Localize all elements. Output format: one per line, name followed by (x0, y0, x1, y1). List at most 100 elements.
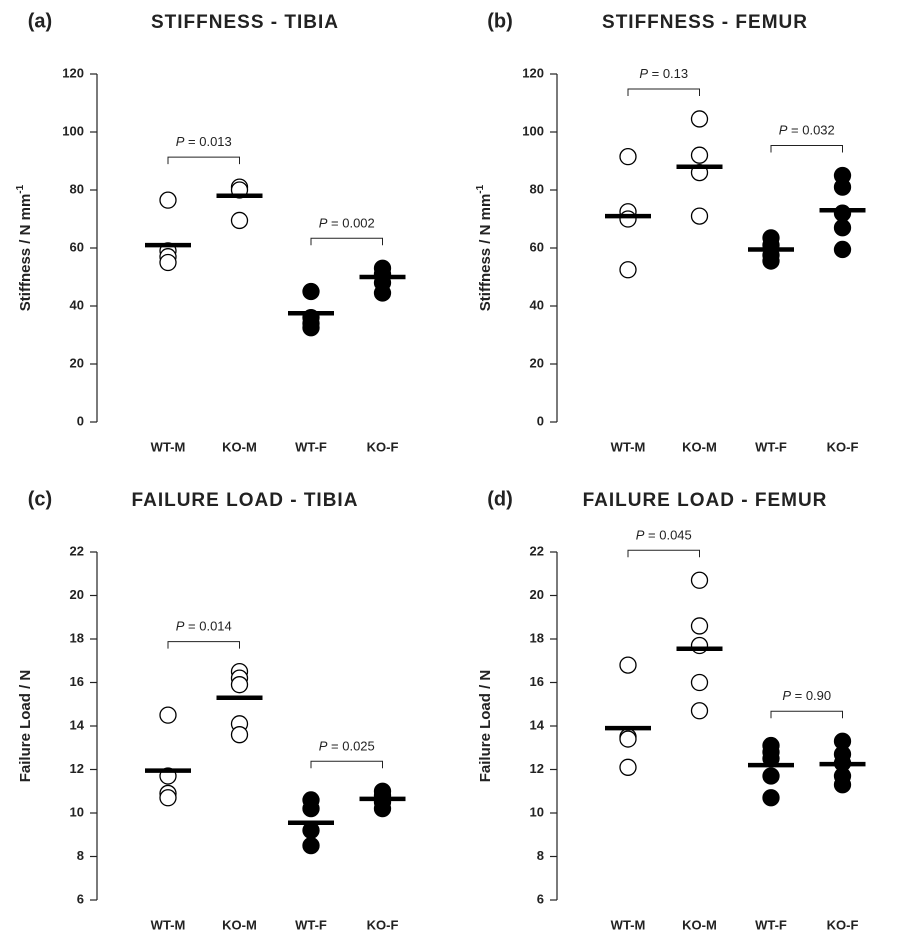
panel-label: (b) (487, 10, 513, 32)
data-point (690, 207, 709, 225)
x-tick-label: WT-F (295, 917, 327, 932)
y-tick-label: 0 (537, 413, 544, 428)
y-tick-label: 40 (70, 297, 84, 312)
panel-label: (c) (28, 488, 52, 510)
data-point (159, 253, 177, 272)
significance-bracket (167, 156, 240, 165)
panel-title: FAILURE LOAD - TIBIA (132, 490, 359, 511)
p-value-annotation: P = 0.032 (779, 123, 835, 138)
panel-label: (d) (487, 488, 513, 510)
y-axis-label-superscript: -1 (475, 184, 486, 193)
data-point (762, 789, 780, 807)
y-tick-label: 20 (70, 355, 84, 370)
significance-bracket (770, 145, 843, 153)
data-point (833, 240, 852, 259)
p-value-annotation: P = 0.014 (176, 619, 232, 634)
data-point (619, 730, 637, 748)
panel: (b) STIFFNESS - FEMUR Stiffness / N mm-1 0 2… (475, 10, 866, 454)
y-axis-label: Stiffness / N mm-1 (475, 184, 494, 311)
x-tick-label: WT-M (151, 439, 186, 454)
x-tick-label: WT-M (151, 917, 186, 932)
panel: (d) FAILURE LOAD - FEMUR Failure Load / N 6… (477, 488, 866, 932)
y-axis-label-text: Failure Load / N (17, 670, 34, 783)
x-tick-label: KO-M (222, 917, 257, 932)
p-value-annotation: P = 0.13 (639, 66, 688, 81)
y-tick-label: 18 (530, 630, 544, 645)
y-tick-label: 100 (522, 123, 544, 138)
data-point (302, 799, 320, 818)
data-point (373, 284, 392, 302)
data-point (690, 636, 709, 655)
data-point (619, 147, 637, 166)
p-value-annotation: P = 0.025 (319, 739, 375, 754)
y-tick-label: 12 (70, 761, 84, 776)
x-tick-label: KO-F (827, 917, 859, 932)
y-tick-label: 8 (77, 848, 84, 863)
p-value-annotation: P = 0.045 (636, 528, 692, 543)
y-axis-label-text: Failure Load / N (477, 670, 494, 783)
x-tick-label: KO-M (222, 439, 257, 454)
x-tick-label: KO-M (682, 439, 717, 454)
x-tick-label: WT-F (755, 917, 787, 932)
significance-bracket (770, 710, 843, 719)
y-tick-label: 16 (530, 674, 544, 689)
data-point (833, 219, 852, 237)
y-tick-label: 60 (530, 239, 544, 254)
data-point (302, 282, 320, 301)
y-tick-label: 20 (530, 355, 544, 370)
y-axis-label-text: Stiffness / N mm (477, 194, 494, 312)
y-tick-label: 6 (77, 891, 84, 906)
panel-title: STIFFNESS - TIBIA (151, 12, 339, 33)
x-tick-label: WT-M (611, 439, 646, 454)
y-axis-label: Failure Load / N (17, 670, 34, 783)
y-tick-label: 10 (530, 804, 544, 819)
data-point (690, 110, 709, 128)
data-point (690, 617, 709, 635)
data-point (230, 726, 249, 744)
y-axis-label-superscript: -1 (15, 184, 26, 193)
y-tick-label: 120 (62, 65, 84, 80)
panel-title: FAILURE LOAD - FEMUR (583, 490, 828, 511)
x-tick-label: KO-F (827, 439, 859, 454)
y-tick-label: 100 (62, 123, 84, 138)
panel-label: (a) (28, 10, 52, 32)
p-value-annotation: P = 0.013 (176, 135, 232, 150)
data-point (619, 758, 637, 776)
data-point (833, 178, 852, 196)
x-tick-label: KO-F (367, 917, 399, 932)
significance-bracket (627, 88, 700, 96)
y-tick-label: 22 (70, 543, 84, 558)
significance-bracket (310, 760, 383, 769)
data-point (302, 836, 320, 855)
x-tick-label: KO-M (682, 917, 717, 932)
y-tick-label: 20 (530, 587, 544, 602)
y-tick-label: 6 (537, 891, 544, 906)
data-point (302, 319, 320, 337)
x-tick-label: WT-M (611, 917, 646, 932)
y-tick-label: 10 (70, 804, 84, 819)
data-point (159, 706, 177, 724)
data-point (159, 191, 177, 209)
data-point (690, 146, 709, 164)
y-tick-label: 20 (70, 587, 84, 602)
data-point (762, 252, 780, 270)
y-tick-label: 12 (530, 761, 544, 776)
p-value-annotation: P = 0.002 (319, 216, 375, 231)
x-tick-label: KO-F (367, 439, 399, 454)
panel: (c) FAILURE LOAD - TIBIA Failure Load / N 6… (17, 488, 406, 932)
data-point (159, 789, 177, 807)
data-point (619, 261, 637, 279)
y-tick-label: 120 (522, 65, 544, 80)
data-point (619, 210, 637, 228)
significance-bracket (627, 549, 700, 558)
panel-title: STIFFNESS - FEMUR (602, 12, 808, 33)
y-tick-label: 60 (70, 239, 84, 254)
y-tick-label: 8 (537, 848, 544, 863)
y-tick-label: 40 (530, 297, 544, 312)
p-value-annotation: P = 0.90 (782, 689, 831, 704)
data-point (373, 799, 392, 818)
y-tick-label: 80 (530, 181, 544, 196)
y-tick-label: 22 (530, 543, 544, 558)
data-point (690, 702, 709, 720)
